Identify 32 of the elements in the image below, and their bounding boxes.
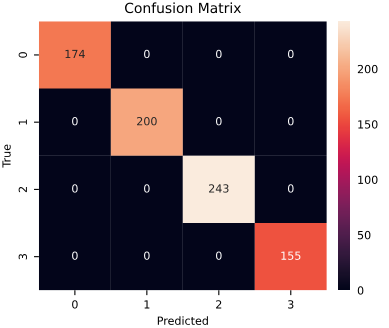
color-bar-label: 150 <box>358 120 378 129</box>
color-bar-label: 0 <box>358 286 364 295</box>
data-label: 0 <box>72 117 78 126</box>
data-label: 0 <box>72 251 78 260</box>
y-tick-label: 3 <box>18 254 28 260</box>
color-bar-label: 200 <box>358 64 378 74</box>
data-label: 0 <box>216 50 222 58</box>
data-label: 0 <box>288 50 294 58</box>
data-label: 155 <box>281 252 300 260</box>
x-tick-label: 1 <box>144 300 150 308</box>
data-label: 200 <box>137 117 157 126</box>
data-label: 0 <box>216 251 222 260</box>
color-bar-label: 100 <box>358 176 378 184</box>
data-label: 0 <box>144 184 150 193</box>
x-tick-label: 2 <box>216 300 222 308</box>
data-label: 0 <box>144 251 150 260</box>
data-label: 0 <box>288 184 294 193</box>
data-label: 174 <box>66 50 85 58</box>
data-label: 0 <box>144 50 150 58</box>
color-bar-label: 50 <box>358 230 370 240</box>
data-label: 0 <box>72 184 78 193</box>
y-tick-label: 1 <box>18 120 27 124</box>
chart-title: Confusion Matrix <box>124 2 241 14</box>
data-label: 0 <box>288 117 294 126</box>
x-tick-label: 0 <box>72 300 78 309</box>
x-tick-label: 3 <box>288 300 294 309</box>
data-label: 243 <box>209 184 229 193</box>
x-axis-title: Predicted <box>158 316 208 325</box>
data-label: 0 <box>216 117 222 126</box>
y-tick-label: 2 <box>18 187 27 192</box>
y-axis-title: True <box>2 144 11 168</box>
y-tick-label: 0 <box>18 52 28 58</box>
